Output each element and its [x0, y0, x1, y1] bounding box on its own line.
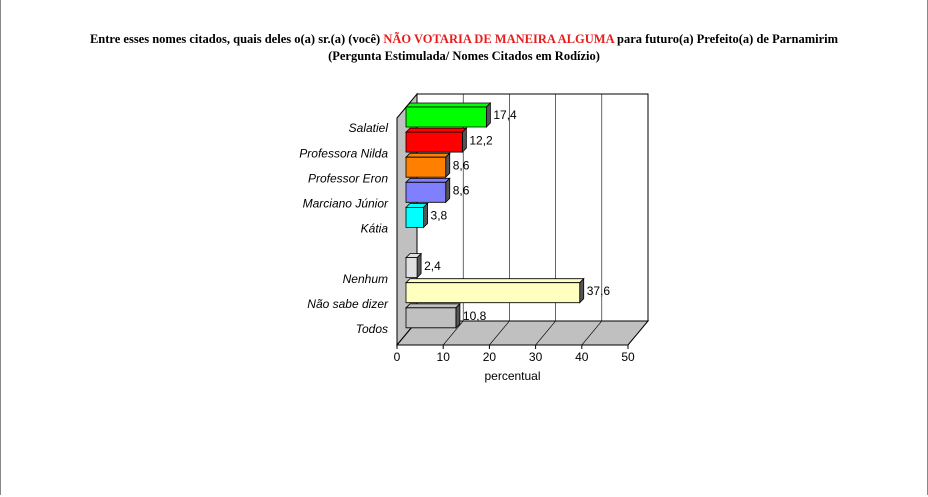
x-tick-label: 40 [575, 350, 589, 364]
bar-face [405, 206, 424, 228]
bar-face [405, 152, 451, 158]
value-label: 3,8 [431, 209, 448, 223]
bar-face [405, 257, 418, 279]
grid-line [489, 94, 510, 346]
x-axis-label: percentual [484, 369, 540, 383]
grid-line [535, 94, 556, 346]
x-tick-label: 50 [621, 350, 635, 364]
value-label: 8,6 [453, 183, 470, 197]
y-tick-label: Kátia [361, 222, 389, 236]
bar-face [405, 278, 585, 284]
y-tick-label: Professora Nilda [299, 146, 388, 160]
x-tick-label: 0 [394, 350, 401, 364]
bar [405, 252, 423, 279]
bar [405, 302, 461, 329]
grid-line [581, 94, 603, 346]
bar-face [445, 152, 451, 179]
grid-line [442, 94, 464, 346]
value-label: 8,6 [453, 158, 470, 172]
bar-face [405, 303, 461, 309]
x-tick-label: 10 [437, 350, 451, 364]
y-tick-label: Marciano Júnior [303, 196, 389, 210]
value-label: 10,8 [463, 309, 487, 323]
grid-line [627, 94, 649, 346]
value-label: 37,6 [587, 284, 611, 298]
bar-face [405, 106, 487, 128]
bar [405, 152, 451, 179]
bar-face [455, 302, 461, 329]
y-tick-label: Salatiel [349, 121, 389, 135]
title-highlight: NÃO VOTARIA DE MANEIRA ALGUMA [383, 32, 614, 46]
bar-face [405, 181, 447, 203]
value-label: 17,4 [493, 108, 517, 122]
bar-face [461, 127, 467, 154]
bar-face [405, 102, 492, 108]
bar-face [423, 202, 428, 229]
y-tick-label: Professor Eron [308, 171, 388, 185]
bar-face [485, 102, 491, 128]
bar [405, 277, 585, 304]
bar-face [405, 156, 447, 178]
bar-face [405, 177, 451, 183]
x-tick-label: 30 [529, 350, 543, 364]
bar [405, 202, 429, 229]
bar-face [579, 277, 585, 304]
title-start: Entre esses nomes citados, quais deles o… [89, 32, 381, 46]
y-tick-label: Não sabe dizer [307, 297, 389, 311]
y-tick-label: Nenhum [343, 272, 388, 286]
bar-face [405, 307, 457, 329]
bar-face [405, 131, 463, 153]
chart-subtitle: (Pergunta Estimulada/ Nomes Citados em R… [328, 49, 600, 63]
bar-face [416, 252, 422, 279]
title-end: para futuro(a) Prefeito(a) de Parnamirim [617, 32, 839, 46]
chart-title: Entre esses nomes citados, quais deles o… [0, 31, 928, 65]
bar-face [405, 282, 581, 304]
x-tick-label: 20 [483, 350, 497, 364]
bar [405, 177, 451, 204]
y-tick-label: Todos [356, 322, 388, 336]
bar-face [445, 177, 451, 204]
bar [405, 127, 468, 154]
bar [405, 102, 492, 128]
value-label: 12,2 [469, 133, 493, 147]
bar-face [405, 127, 468, 133]
value-label: 2,4 [424, 259, 441, 273]
